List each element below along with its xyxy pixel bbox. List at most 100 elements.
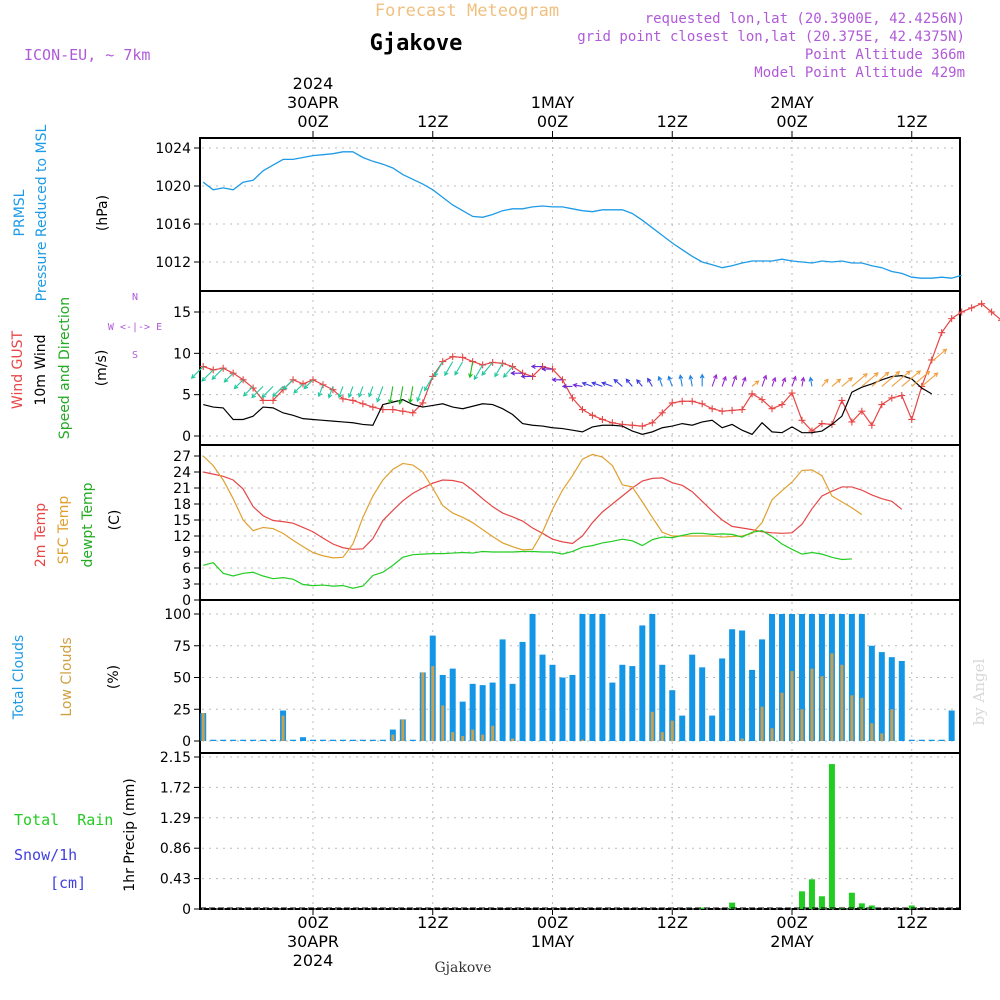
wind-direction-arrow	[541, 366, 553, 372]
gust-marker	[808, 427, 816, 435]
total-cloud-bar	[549, 664, 556, 741]
wind-direction-arrow	[688, 374, 694, 387]
gust-marker	[858, 407, 866, 415]
rain-bar	[828, 764, 835, 909]
gust-marker	[708, 405, 716, 413]
wind-direction-arrow	[711, 373, 718, 387]
total-cloud-bar	[489, 682, 496, 741]
label-total-clouds: Total Clouds	[11, 635, 27, 720]
wind-direction-arrow	[520, 374, 533, 379]
time-label: 12Z	[896, 913, 927, 932]
wind-direction-arrow	[444, 361, 454, 377]
low-cloud-bar	[461, 735, 465, 741]
temperature-ytick-label: 21	[173, 481, 191, 497]
label-hpa: (hPa)	[95, 195, 111, 231]
rain-bar	[798, 891, 805, 909]
total-cloud-bar	[629, 666, 636, 741]
low-cloud-bar	[890, 709, 894, 741]
total-cloud-bar	[260, 739, 267, 741]
total-cloud-bar	[888, 657, 895, 741]
total-cloud-bar	[639, 625, 646, 741]
label-cm: [cm]	[50, 874, 86, 892]
wind-direction-arrow	[251, 386, 264, 399]
wind-direction-arrow	[851, 373, 868, 387]
gust-marker	[728, 406, 736, 414]
total-cloud-bar	[779, 614, 786, 741]
low-cloud-bar	[401, 719, 405, 741]
total-cloud-bar	[898, 660, 905, 741]
pressure-ytick-label: 1012	[155, 255, 191, 271]
temperature-ytick-label: 12	[173, 529, 191, 545]
gust-marker	[628, 421, 636, 429]
total-cloud-bar	[699, 667, 706, 741]
low-cloud-bar	[820, 676, 824, 741]
compass-west-east: W <-|-> E	[108, 322, 162, 333]
gust-marker	[359, 400, 367, 408]
total-cloud-bar	[848, 614, 855, 741]
label-prmsl: PRMSL	[12, 189, 28, 236]
low-cloud-bar	[770, 728, 774, 741]
gust-marker	[259, 396, 267, 404]
low-cloud-bar	[880, 733, 884, 741]
low-cloud-bar	[670, 720, 674, 741]
wind-direction-arrow	[667, 375, 673, 387]
model-label: ICON-EU, ~ 7km	[24, 46, 150, 64]
label-2m-temp: 2m Temp	[33, 503, 49, 567]
gust-marker	[848, 418, 856, 426]
time-label: 00Z	[297, 112, 328, 131]
wind-direction-arrow	[821, 378, 829, 387]
gust-marker	[818, 420, 826, 428]
time-label: 00Z	[297, 913, 328, 932]
precip-ytick-label: 2.15	[160, 750, 191, 766]
wind-direction-arrow	[376, 386, 384, 403]
total-cloud-bar	[459, 701, 466, 741]
wind-direction-arrow	[891, 370, 911, 387]
wind-direction-arrow	[751, 380, 760, 387]
wind-direction-arrow	[468, 361, 474, 379]
rain-bar	[858, 903, 865, 909]
wind-direction-arrow	[233, 379, 244, 390]
wind-direction-arrow	[791, 375, 797, 387]
total-cloud-bar	[769, 614, 776, 741]
total-cloud-bar	[359, 739, 366, 741]
gust-marker	[419, 399, 427, 407]
label-snow: Snow/1h	[14, 846, 77, 864]
total-cloud-bar	[669, 690, 676, 741]
label-10m-wind: 10m Wind	[33, 334, 49, 405]
total-cloud-bar	[559, 677, 566, 741]
wind-direction-arrow	[861, 372, 879, 387]
low-cloud-bar	[201, 713, 205, 741]
gust-marker	[349, 396, 357, 404]
wind-direction-arrow	[317, 384, 324, 398]
wind-direction-arrow	[261, 386, 274, 399]
wind-direction-arrow	[327, 386, 334, 399]
wind-direction-arrow	[551, 377, 563, 383]
credit-watermark: by Angel	[970, 658, 988, 725]
total-cloud-bar	[529, 614, 536, 741]
wind-direction-arrow	[636, 379, 643, 387]
gust-marker	[868, 421, 876, 429]
wind-ytick-label: 5	[182, 388, 191, 404]
wind-direction-arrow	[721, 375, 727, 387]
label-percent: (%)	[106, 665, 122, 689]
wind-direction-arrow	[871, 371, 890, 387]
precip-panel: 0 0.43 0.86 1.29 1.72 2.15	[160, 750, 961, 918]
location-title: Gjakove	[370, 31, 463, 56]
total-cloud-bar	[339, 739, 346, 741]
wind-direction-arrow	[931, 348, 948, 363]
wind-direction-arrow	[741, 376, 747, 387]
low-cloud-bar	[830, 653, 834, 741]
wind-direction-arrow	[397, 386, 404, 405]
wind-direction-arrow	[357, 386, 364, 398]
gust-marker	[618, 420, 626, 428]
label-celsius: (C)	[107, 510, 123, 531]
wind-direction-arrow	[282, 379, 294, 391]
low-cloud-bar	[870, 723, 874, 741]
total-cloud-bar	[649, 614, 656, 741]
low-cloud-bar	[481, 734, 485, 741]
compass-south: S	[132, 350, 138, 361]
total-cloud-bar	[579, 614, 586, 741]
time-label: 1MAY	[531, 93, 575, 112]
wind-direction-arrow	[601, 381, 613, 387]
